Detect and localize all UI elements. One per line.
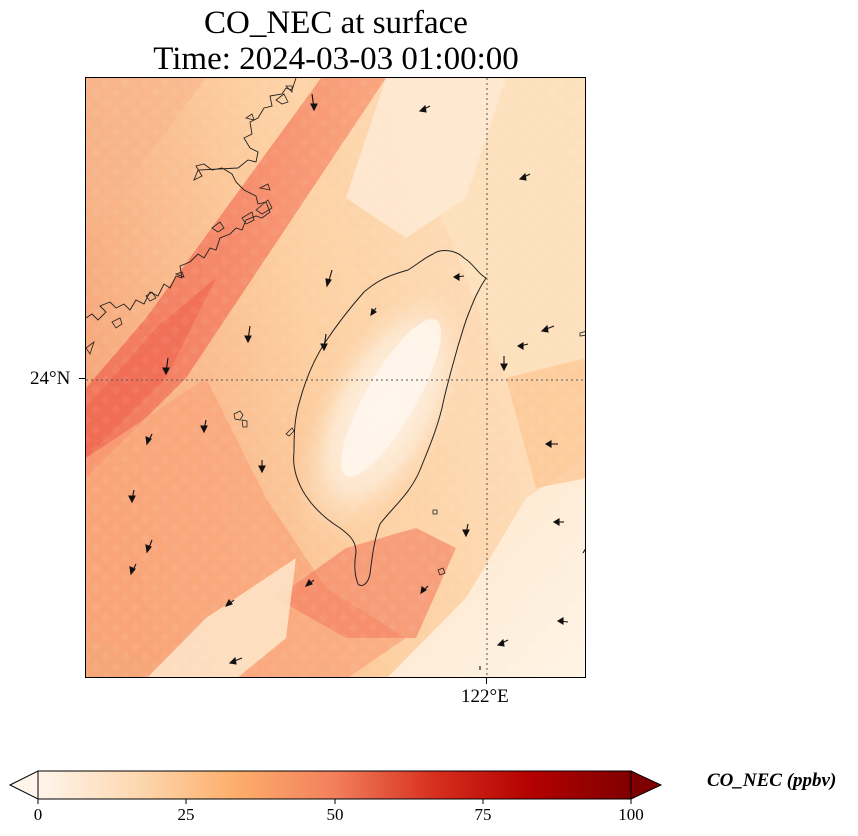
colorbar-extend-max (630, 770, 663, 800)
wind-arrow (224, 598, 235, 607)
wind-arrow (244, 325, 252, 344)
colorbar-tick-50: 50 (326, 805, 344, 824)
wind-arrow (500, 356, 508, 372)
lon-tick (486, 678, 487, 684)
colorbar-tick-100: 100 (618, 805, 644, 824)
east-islet (579, 331, 585, 337)
wind-arrow (320, 333, 328, 352)
wind-arrow (145, 433, 153, 446)
map-subtitle-time: Time: 2024-03-03 01:00:00 (153, 41, 519, 77)
wind-arrow (452, 273, 465, 281)
colorbar-tick-75: 75 (474, 805, 492, 824)
wind-arrow (496, 638, 509, 647)
colorbar-tick-0: 0 (33, 805, 43, 824)
colorbar-ticks (37, 799, 632, 804)
wind-arrow (370, 307, 377, 317)
colorbar-extend-min (8, 770, 39, 800)
lat-tick (79, 378, 85, 379)
wind-arrow (552, 518, 564, 526)
china-coast-islands (86, 85, 293, 355)
green-island (432, 509, 438, 515)
colorbar-tick-25: 25 (177, 805, 195, 824)
wind-arrow (258, 460, 266, 474)
wind-arrow (128, 489, 136, 504)
orchid-island (437, 567, 446, 576)
map-title: CO_NEC at surface (204, 5, 468, 41)
wind-arrow (462, 523, 470, 538)
wind-arrow (228, 656, 243, 665)
wind-arrow (556, 617, 569, 625)
colorbar-body (37, 770, 632, 800)
wind-arrow (544, 440, 558, 448)
wind-arrow (325, 269, 333, 288)
wind-arrow (518, 172, 531, 181)
lon-label-122e: 122°E (461, 686, 509, 707)
wind-arrow (540, 324, 555, 333)
colorbar-label: CO_NEC (ppbv) (707, 770, 837, 791)
wind-arrow (304, 578, 315, 587)
wind-arrow (582, 548, 585, 554)
penghu-islands (233, 410, 295, 437)
lat-label-24n: 24°N (30, 368, 71, 389)
wind-vectors (128, 93, 585, 670)
wind-arrow (420, 585, 429, 595)
colorbar (8, 770, 663, 804)
wind-arrow (418, 104, 431, 113)
wind-arrow (516, 342, 529, 350)
map-panel (85, 77, 586, 678)
wind-arrow (129, 563, 137, 576)
wind-arrow (162, 357, 170, 376)
wind-arrow (200, 419, 208, 434)
wind-arrow (310, 93, 318, 112)
wind-arrow (145, 539, 153, 554)
concentration-map (86, 78, 585, 677)
china-coastline (86, 78, 297, 321)
